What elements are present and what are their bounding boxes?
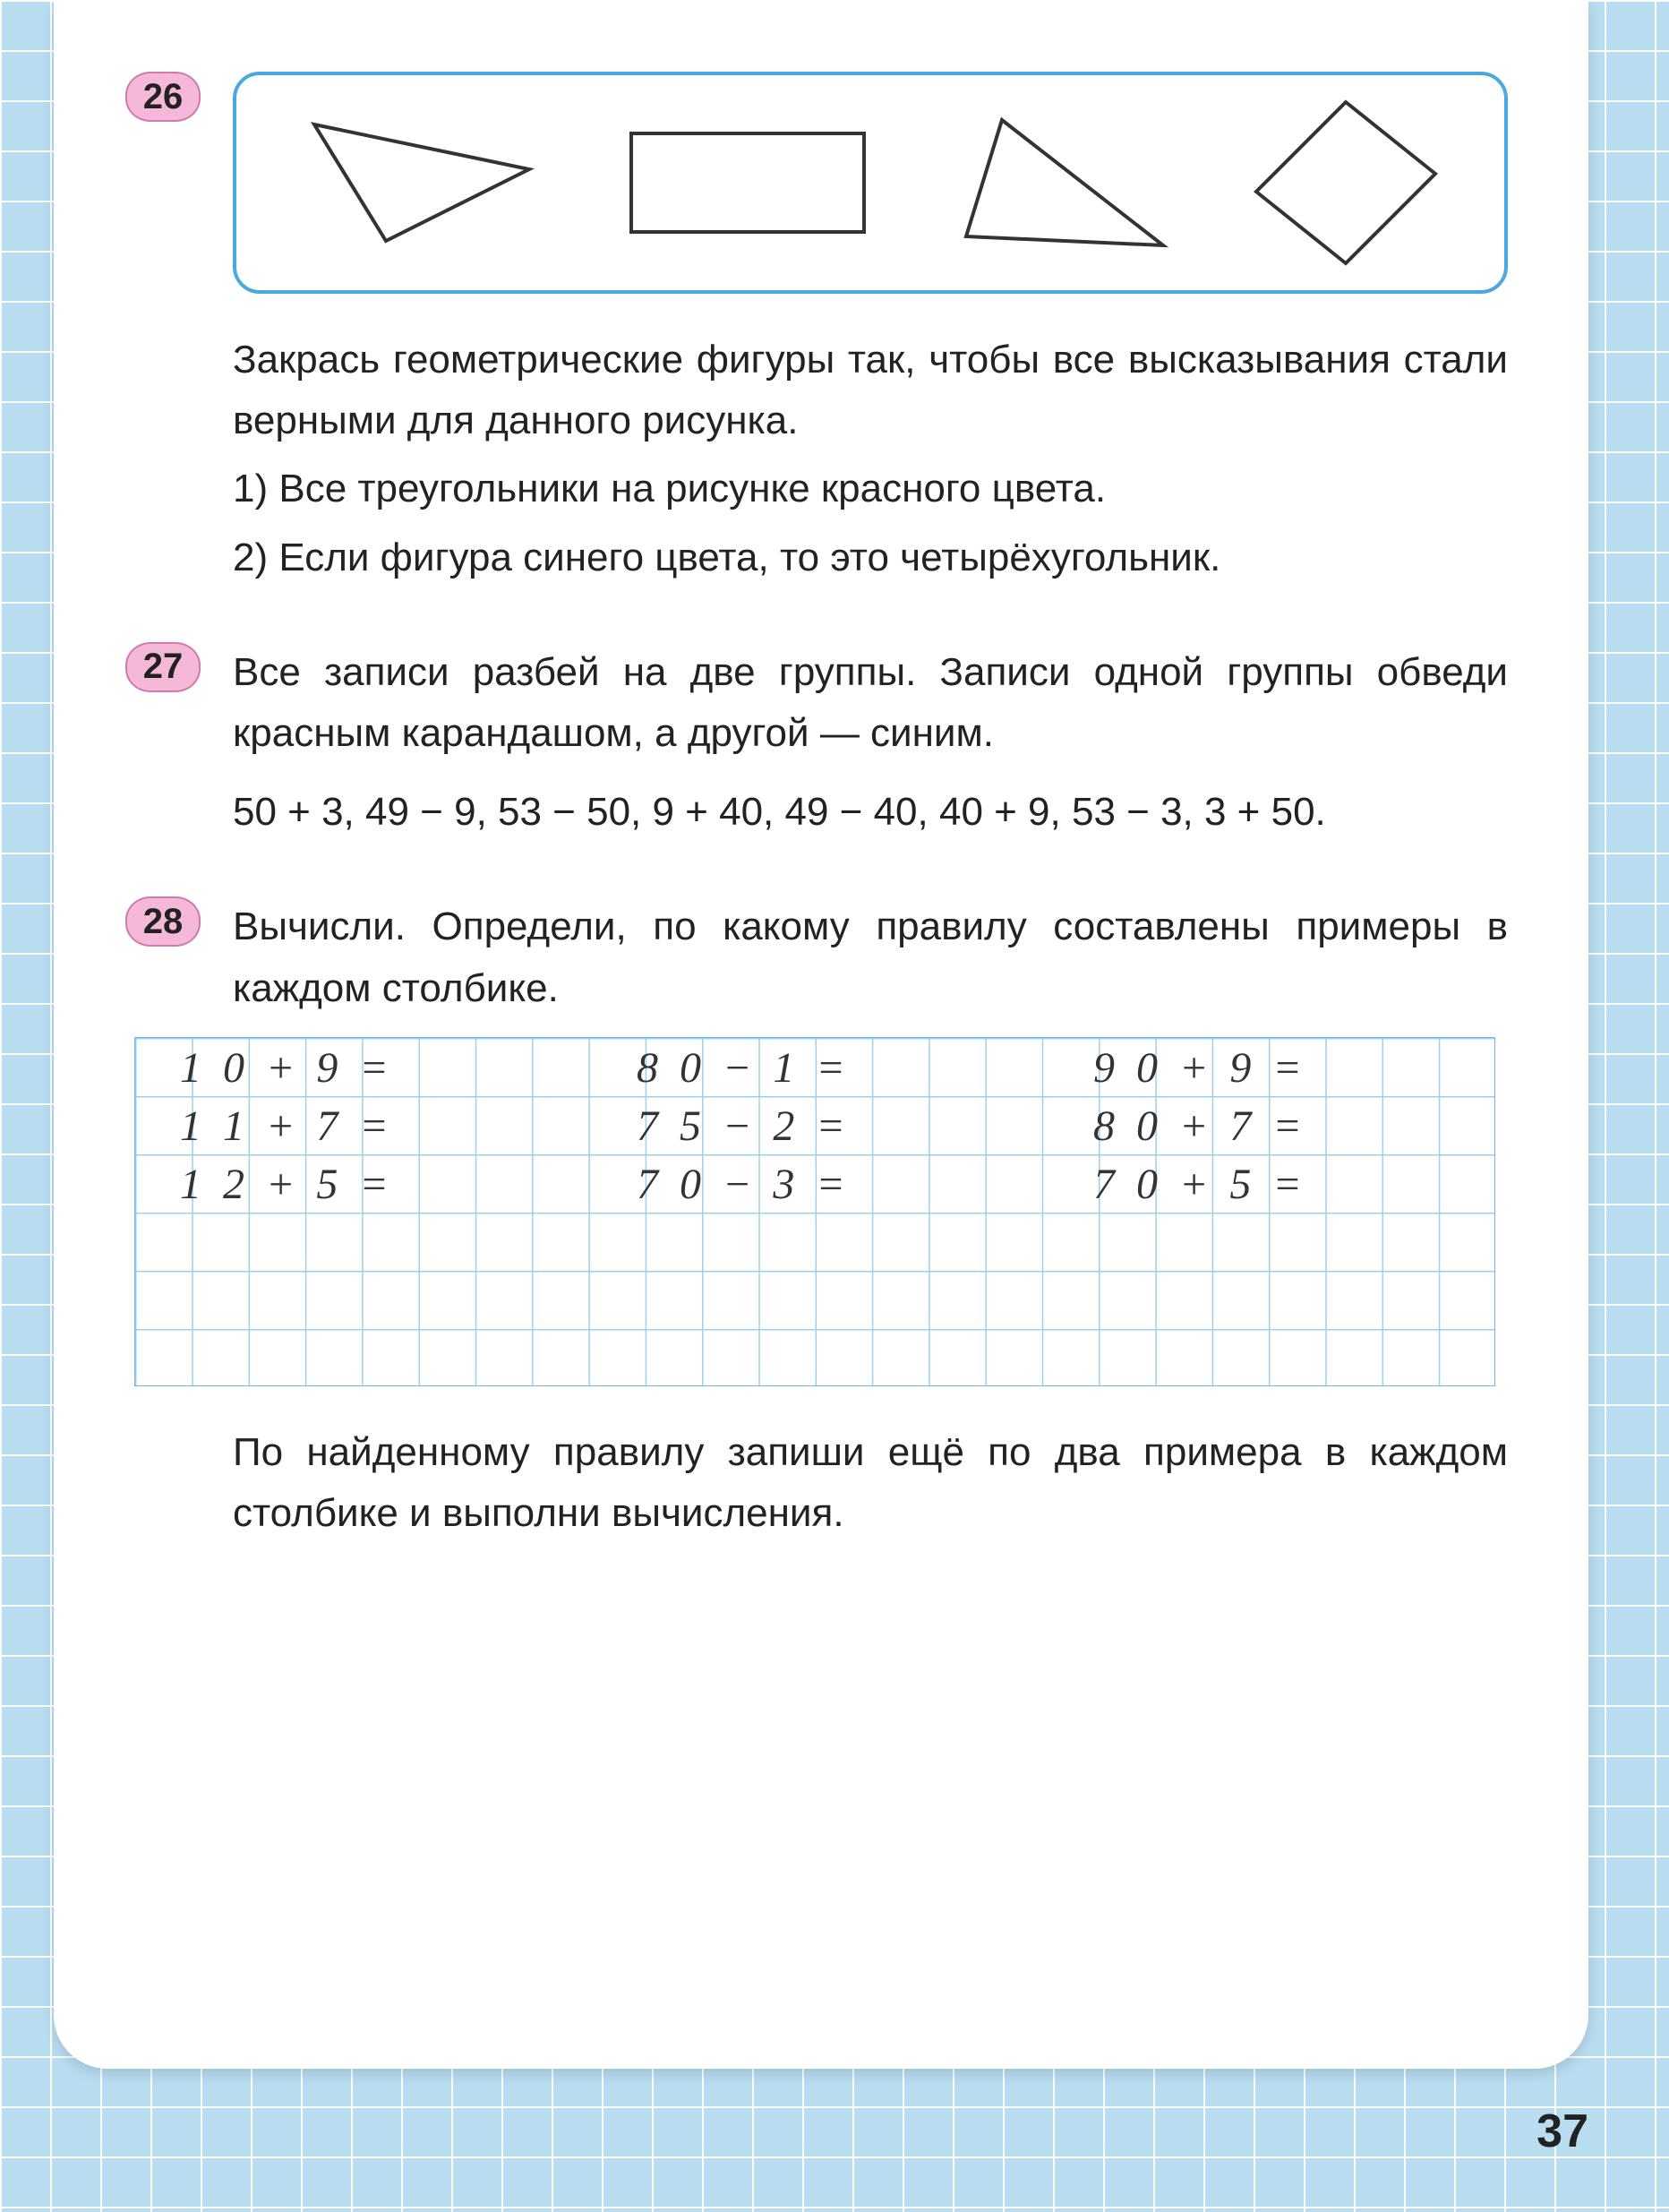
- math-grid: 1 0 + 9 = 1 1 + 7 = 1 2 + 5 = 8 0 − 1 = 7 5 …: [134, 1037, 1495, 1386]
- page-content: 26 Закрась геометрические фигуры так, чт…: [54, 0, 1588, 2069]
- grid-expression: 9 0 + 9 =: [1093, 1043, 1307, 1093]
- exercise-28: 28 Вычисли. Определи, по какому правилу …: [134, 896, 1508, 1544]
- shapes-box: [233, 72, 1508, 294]
- exercise-number-badge: 28: [125, 896, 201, 947]
- triangle-shape-2: [948, 102, 1181, 263]
- grid-expression: 1 2 + 5 =: [180, 1160, 394, 1209]
- exercise-26: 26 Закрась геометрические фигуры так, чт…: [134, 72, 1508, 588]
- exercise-26-intro: Закрась геометрические фигуры так, чтобы…: [233, 330, 1508, 451]
- grid-expression: 7 5 − 2 =: [637, 1102, 851, 1151]
- exercise-28-body: Вычисли. Определи, по какому правилу сос…: [233, 896, 1508, 1018]
- exercise-27-intro: Все записи разбей на две группы. Записи …: [233, 642, 1508, 764]
- triangle-shape-1: [296, 107, 547, 259]
- exercise-26-body: Закрась геометрические фигуры так, чтобы…: [233, 72, 1508, 588]
- grid-expression: 7 0 + 5 =: [1093, 1160, 1307, 1209]
- grid-expression: 8 0 − 1 =: [637, 1043, 851, 1093]
- exercise-27-body: Все записи разбей на две группы. Записи …: [233, 642, 1508, 844]
- exercise-28-intro: Вычисли. Определи, по какому правилу сос…: [233, 896, 1508, 1018]
- exercise-number-badge: 26: [125, 72, 201, 122]
- exercise-26-item1: 1) Все треугольники на рисунке красного …: [233, 459, 1508, 519]
- math-grid-wrap: 1 0 + 9 = 1 1 + 7 = 1 2 + 5 = 8 0 − 1 = 7 5 …: [134, 1037, 1508, 1386]
- rectangle-shape: [613, 98, 882, 268]
- exercise-26-item2: 2) Если фигура синего цвета, то это четы…: [233, 527, 1508, 588]
- grid-expression: 1 0 + 9 =: [180, 1043, 394, 1093]
- grid-expression: 7 0 − 3 =: [637, 1160, 851, 1209]
- grid-expression: 1 1 + 7 =: [180, 1102, 394, 1151]
- page-number: 37: [1536, 2105, 1588, 2158]
- grid-expression: 8 0 + 7 =: [1093, 1102, 1307, 1151]
- exercise-27-expressions: 50 + 3, 49 − 9, 53 − 50, 9 + 40, 49 − 40…: [233, 782, 1508, 843]
- exercise-28-outro: По найденному правилу запиши ещё по два …: [233, 1422, 1508, 1544]
- exercise-number-badge: 27: [125, 642, 201, 692]
- diamond-shape: [1247, 93, 1444, 272]
- exercise-27: 27 Все записи разбей на две группы. Запи…: [134, 642, 1508, 844]
